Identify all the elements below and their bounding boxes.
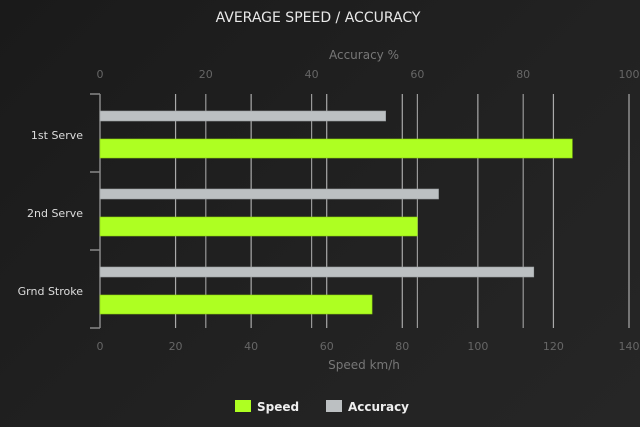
bottom-tick-label: 120 [543,340,564,353]
bar-speed [99,216,418,237]
top-tick-label: 80 [516,68,530,81]
legend-swatch-accuracy [326,400,342,412]
top-tick-label: 100 [619,68,640,81]
tick-labels: 0 20 40 60 80 100 120 140 0 20 40 60 80 100 [97,68,640,353]
bar-accuracy [99,188,439,200]
category-label: Grnd Stroke [18,285,84,298]
top-tick-label: 60 [410,68,424,81]
top-axis-label: Accuracy % [329,48,399,62]
bottom-axis-label: Speed km/h [328,358,400,372]
bottom-tick-label: 60 [320,340,334,353]
gridlines [90,93,630,329]
bar-speed [99,138,573,159]
top-tick-label: 40 [305,68,319,81]
bottom-tick-label: 40 [244,340,258,353]
bottom-tick-label: 80 [395,340,409,353]
category-labels: 1st Serve 2nd Serve Grnd Stroke [18,129,84,298]
bar-speed [99,294,373,315]
category-label: 1st Serve [31,129,83,142]
legend-label-speed: Speed [257,400,299,414]
bottom-tick-label: 140 [619,340,640,353]
legend-label-accuracy: Accuracy [348,400,409,414]
legend-swatch-speed [235,400,251,412]
bar-accuracy [99,110,386,122]
top-tick-label: 0 [97,68,104,81]
top-tick-label: 20 [199,68,213,81]
bars [99,110,573,315]
bar-accuracy [99,266,535,278]
bottom-tick-label: 0 [97,340,104,353]
chart-title: AVERAGE SPEED / ACCURACY [216,10,421,26]
bottom-tick-label: 20 [169,340,183,353]
category-label: 2nd Serve [27,207,83,220]
legend: Speed Accuracy [235,400,409,414]
bottom-tick-label: 100 [467,340,488,353]
